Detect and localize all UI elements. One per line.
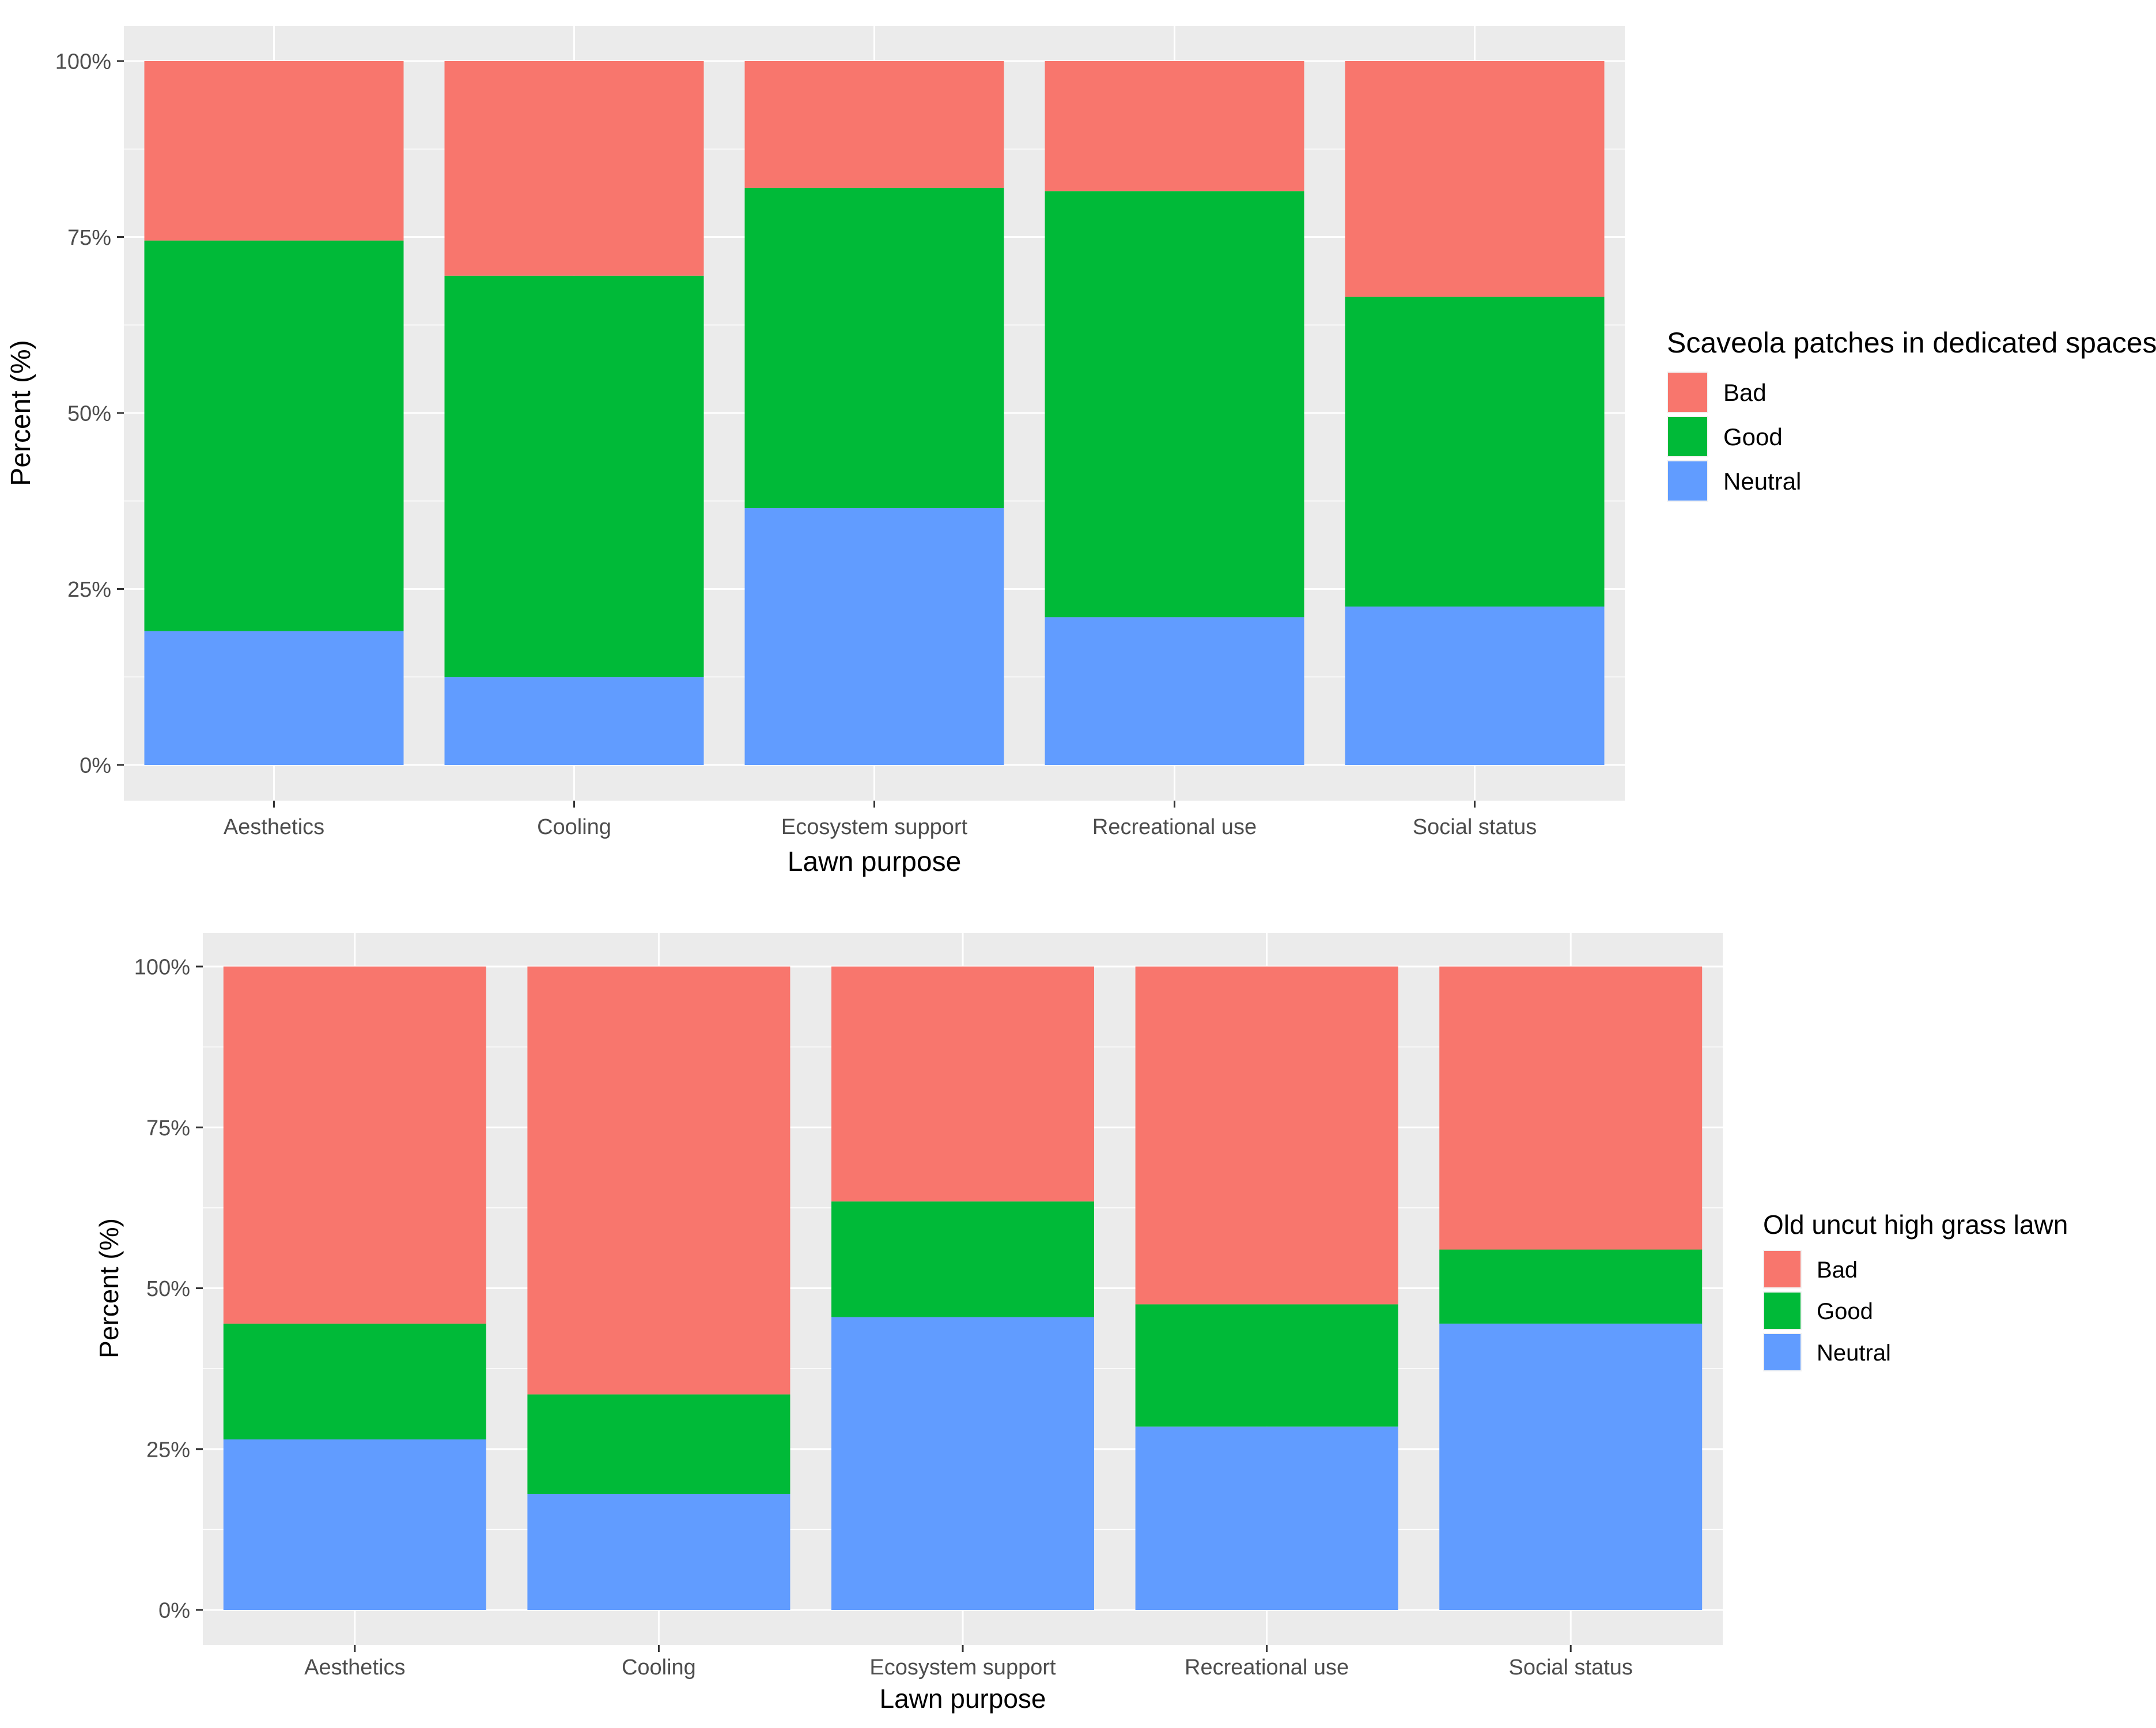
bar-cooling-bad — [444, 61, 704, 276]
legend-swatch-bad — [1668, 373, 1707, 412]
y-tick-label: 25% — [67, 578, 111, 602]
bar-social-status-bad — [1439, 967, 1703, 1250]
bar-cooling-neutral — [444, 677, 704, 765]
bar-recreational-use-bad — [1135, 967, 1398, 1305]
bar-cooling-neutral — [527, 1494, 790, 1610]
bar-recreational-use-neutral — [1045, 617, 1304, 765]
chart-old-uncut-grass: 0% 25% 50% 75% 100% Aesthetics Cooling Ecosyste… — [94, 933, 2068, 1714]
bar-ecosystem-support-neutral — [831, 1317, 1094, 1610]
x-tick-label: Recreational use — [1092, 815, 1257, 839]
bar-cooling-good — [527, 1394, 790, 1494]
y-tick-label: 100% — [55, 50, 111, 74]
x-tick-label: Ecosystem support — [781, 815, 968, 839]
bar-ecosystem-support-bad — [831, 967, 1094, 1202]
legend-swatch-good — [1764, 1293, 1801, 1329]
bar-aesthetics-neutral — [144, 631, 404, 765]
bar-aesthetics-neutral — [223, 1439, 486, 1610]
bar-cooling-bad — [527, 967, 790, 1394]
bar-social-status-bad — [1345, 61, 1605, 297]
chart-scaveola-patches: 0% 25% 50% 75% 100% Aesthetics Cooling Ecosyste… — [6, 26, 2156, 877]
bar-aesthetics-bad — [223, 967, 486, 1324]
y-axis-title: Percent (%) — [94, 1218, 124, 1358]
legend-swatch-good — [1668, 417, 1707, 456]
x-tick-label: Cooling — [537, 815, 611, 839]
legend-label-neutral: Neutral — [1817, 1340, 1891, 1366]
y-tick-label: 75% — [146, 1116, 190, 1140]
bar-recreational-use-good — [1045, 191, 1304, 617]
legend-swatch-neutral — [1764, 1334, 1801, 1370]
x-tick-label: Ecosystem support — [869, 1655, 1056, 1680]
x-tick-label: Aesthetics — [224, 815, 324, 839]
bar-ecosystem-support-good — [831, 1201, 1094, 1317]
legend-swatch-neutral — [1668, 461, 1707, 501]
bar-ecosystem-support-neutral — [744, 507, 1004, 765]
bar-recreational-use-neutral — [1135, 1426, 1398, 1610]
bar-social-status-good — [1439, 1249, 1703, 1324]
y-tick-label: 50% — [146, 1277, 190, 1301]
y-tick-label: 50% — [67, 402, 111, 426]
y-tick-label: 75% — [67, 226, 111, 250]
bar-aesthetics-bad — [144, 61, 404, 241]
x-tick-label: Social status — [1413, 815, 1537, 839]
y-tick-label: 100% — [134, 956, 190, 980]
y-tick-label: 0% — [158, 1599, 190, 1623]
y-axis-title: Percent (%) — [6, 340, 36, 486]
bar-ecosystem-support-good — [744, 187, 1004, 508]
bar-social-status-good — [1345, 297, 1605, 607]
x-axis-title: Lawn purpose — [880, 1684, 1046, 1714]
x-tick-label: Recreational use — [1185, 1655, 1349, 1680]
legend-label-good: Good — [1817, 1299, 1873, 1324]
x-tick-label: Social status — [1508, 1655, 1632, 1680]
bar-recreational-use-good — [1135, 1304, 1398, 1427]
x-tick-label: Aesthetics — [304, 1655, 405, 1680]
bar-aesthetics-good — [144, 240, 404, 631]
legend-title: Scaveola patches in dedicated spaces — [1667, 327, 2156, 359]
bar-aesthetics-good — [223, 1323, 486, 1439]
y-tick-label: 25% — [146, 1438, 190, 1462]
legend-label-bad: Bad — [1723, 379, 1767, 406]
x-tick-label: Cooling — [622, 1655, 696, 1680]
bar-cooling-good — [444, 275, 704, 677]
bar-social-status-neutral — [1345, 607, 1605, 765]
x-axis-title: Lawn purpose — [788, 847, 962, 877]
y-tick-label: 0% — [80, 754, 111, 778]
legend-label-good: Good — [1723, 423, 1783, 450]
legend-label-neutral: Neutral — [1723, 468, 1801, 495]
bar-social-status-neutral — [1439, 1323, 1703, 1610]
legend-title: Old uncut high grass lawn — [1763, 1210, 2068, 1240]
legend-label-bad: Bad — [1817, 1257, 1858, 1283]
bar-recreational-use-bad — [1045, 61, 1304, 192]
bar-ecosystem-support-bad — [744, 61, 1004, 188]
legend-swatch-bad — [1764, 1251, 1801, 1287]
